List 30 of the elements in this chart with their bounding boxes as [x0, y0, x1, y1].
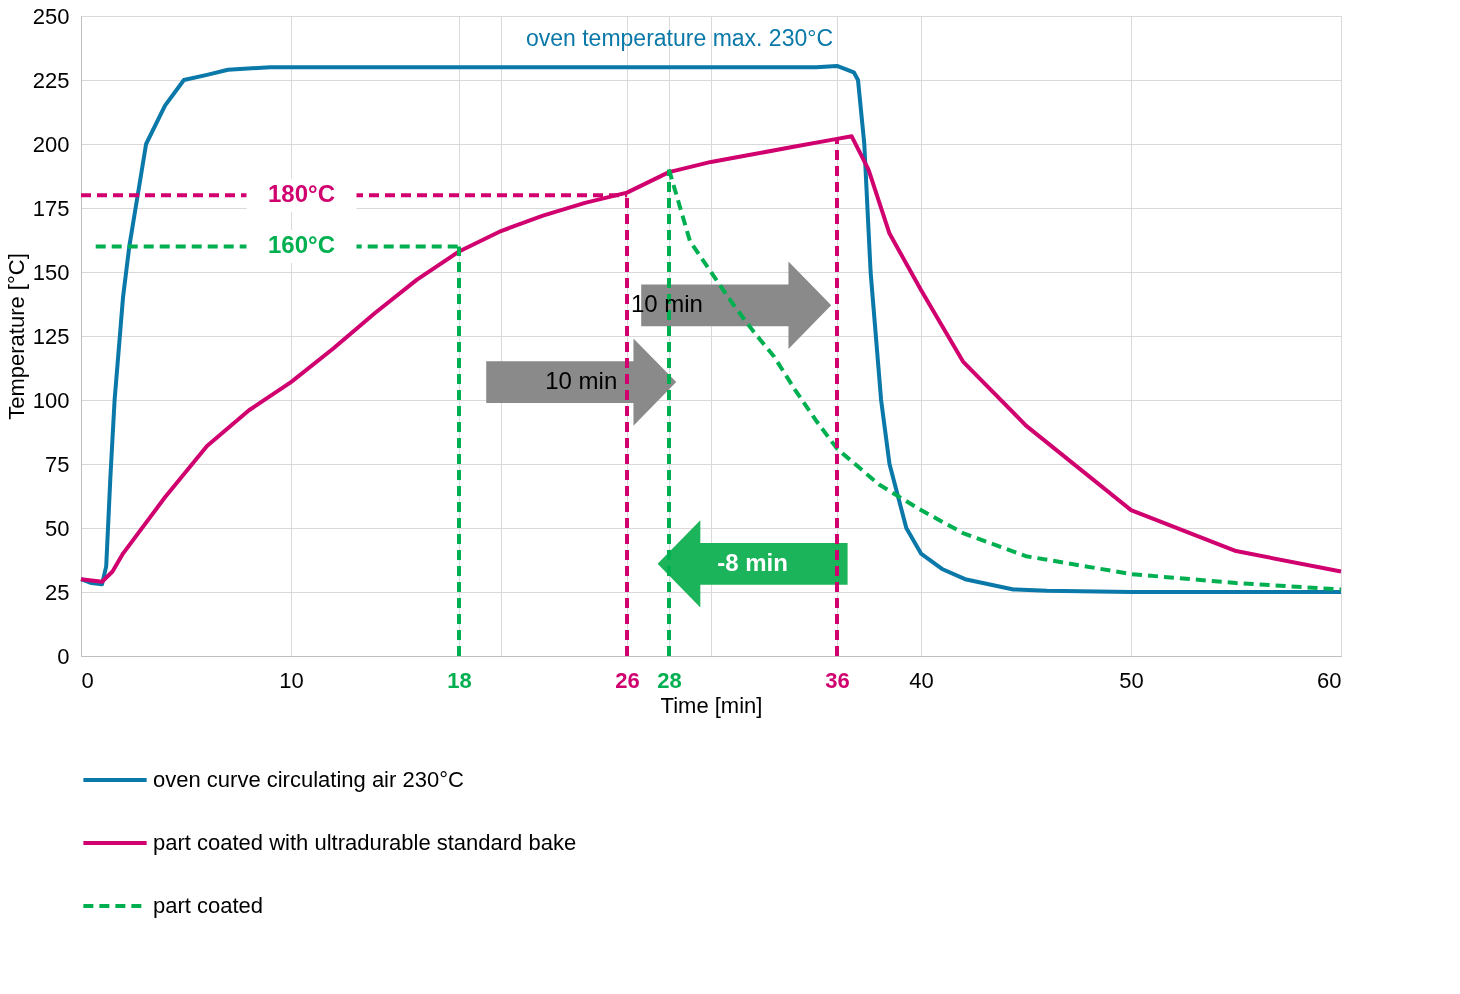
- annotation: 180°C: [268, 180, 335, 208]
- y-tick-label: 0: [57, 643, 70, 669]
- annotation: -8 min: [717, 548, 788, 576]
- y-tick-label: 100: [32, 387, 70, 413]
- x-tick-label: 18: [447, 667, 472, 693]
- x-tick-label: 0: [81, 667, 94, 693]
- x-tick-label: 28: [657, 667, 682, 693]
- legend-label: oven curve circulating air 230°C: [153, 767, 464, 792]
- y-tick-label: 200: [32, 131, 70, 157]
- legend-label: part coated with ultradurable standard bake: [153, 830, 577, 855]
- x-tick-label: 10: [279, 667, 304, 693]
- x-tick-label: 60: [1317, 667, 1342, 693]
- annotation: 10 min: [545, 367, 618, 395]
- y-tick-label: 25: [45, 579, 70, 605]
- y-axis-title: Temperature [°C]: [3, 253, 29, 420]
- x-axis-title: Time [min]: [660, 692, 763, 718]
- y-tick-label: 175: [32, 195, 70, 221]
- x-tick-label: 36: [825, 667, 850, 693]
- annotation: 160°C: [268, 231, 335, 259]
- x-tick-label: 50: [1119, 667, 1144, 693]
- y-tick-label: 150: [32, 259, 70, 285]
- legend-label: part coated: [153, 893, 264, 918]
- y-tick-label: 225: [32, 67, 70, 93]
- y-tick-label: 125: [32, 323, 70, 349]
- annotation: oven temperature max. 230°C: [525, 25, 834, 52]
- y-tick-label: 75: [45, 451, 70, 477]
- y-tick-label: 50: [45, 515, 70, 541]
- y-tick-label: 250: [32, 3, 70, 29]
- x-tick-label: 40: [909, 667, 934, 693]
- x-tick-label: 26: [615, 667, 640, 693]
